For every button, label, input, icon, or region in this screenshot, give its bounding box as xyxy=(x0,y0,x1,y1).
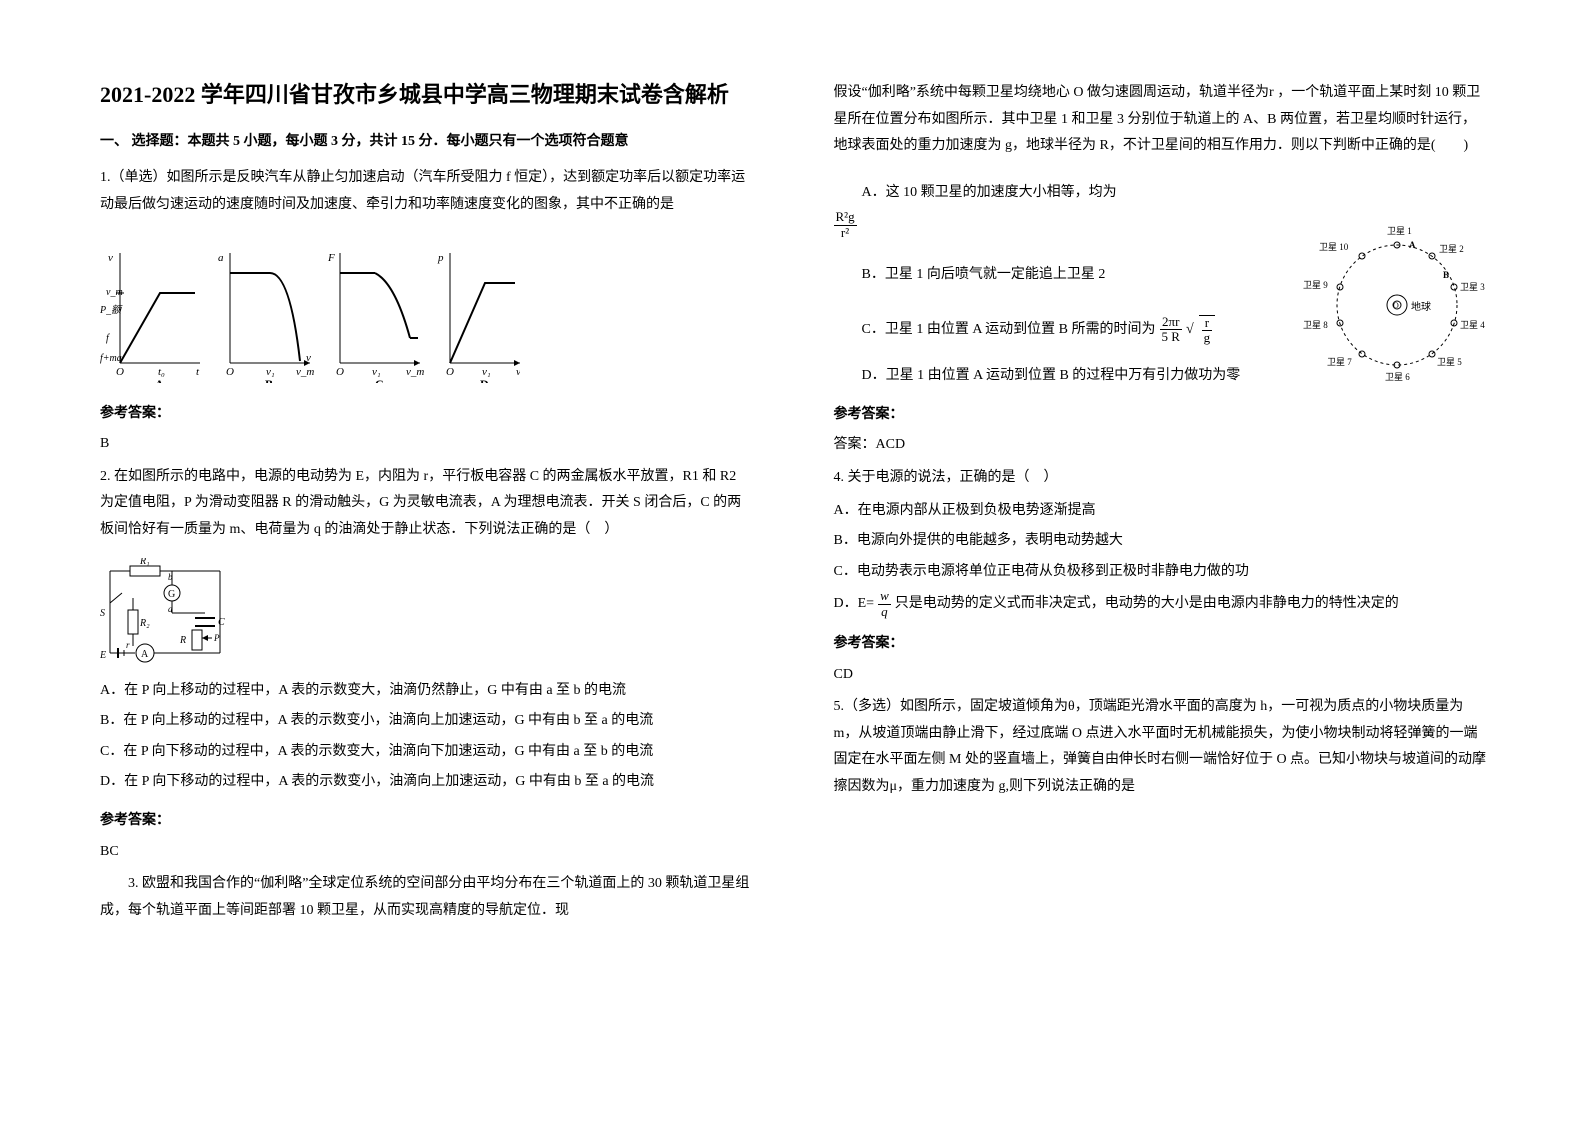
svg-text:p: p xyxy=(437,252,444,264)
q2-option-b: B．在 P 向上移动的过程中，A 表的示数变小，油滴向上加速运动，G 中有由 b… xyxy=(100,708,754,735)
section-1-header: 一、 选择题：本题共 5 小题，每小题 3 分，共计 15 分．每小题只有一个选… xyxy=(100,129,754,156)
svg-text:A: A xyxy=(141,649,149,660)
q2-answer-label: 参考答案： xyxy=(100,808,754,835)
q2-answer: BC xyxy=(100,839,754,866)
svg-text:卫星 3: 卫星 3 xyxy=(1460,282,1485,292)
q3-answer-line: 答案：ACD xyxy=(834,432,1488,459)
q4d-suffix: 只是电动势的定义式而非决定式，电动势的大小是由电源内非静电力的特性决定的 xyxy=(895,591,1399,618)
q3-option-a: A．这 10 颗卫星的加速度大小相等，均为 xyxy=(834,180,1194,207)
svg-text:A: A xyxy=(1409,240,1416,250)
q4-option-b: B．电源向外提供的电能越多，表明电动势越大 xyxy=(834,528,1488,555)
svg-text:卫星 9: 卫星 9 xyxy=(1303,280,1328,290)
svg-text:卫星 10: 卫星 10 xyxy=(1319,242,1349,252)
svg-text:O: O xyxy=(226,366,234,378)
right-column: 假设“伽利略”系统中每颗卫星均绕地心 O 做匀速圆周运动，轨道半径为r ，一个轨… xyxy=(834,80,1488,1082)
q3c-sqrt-num: r xyxy=(1202,316,1213,331)
q4-text: 4. 关于电源的说法，正确的是（ ） xyxy=(834,465,1488,492)
q3-option-a-text: A．这 10 颗卫星的加速度大小相等，均为 xyxy=(834,180,1117,207)
q1-text: 1.（单选）如图所示是反映汽车从静止匀加速启动（汽车所受阻力 f 恒定），达到额… xyxy=(100,165,754,218)
svg-text:P_额: P_额 xyxy=(100,304,123,316)
svg-text:a: a xyxy=(218,252,224,264)
svg-text:t: t xyxy=(196,366,200,378)
svg-text:卫星 8: 卫星 8 xyxy=(1303,320,1328,330)
q3-option-c-text: C．卫星 1 由位置 A 运动到位置 B 所需的时间为 xyxy=(862,317,1156,344)
q2-option-c: C．在 P 向下移动的过程中，A 表的示数变大，油滴向下加速运动，G 中有由 a… xyxy=(100,739,754,766)
svg-text:A: A xyxy=(155,377,164,383)
q3-satellite-figure: O 地球 卫星 1 卫星 2 卫星 3 卫星 4 卫星 5 卫星 6 卫星 7 … xyxy=(1297,210,1497,411)
svg-text:O: O xyxy=(1393,301,1399,310)
q2-option-d: D．在 P 向下移动的过程中，A 表的示数变小，油滴向上加速运动，G 中有由 b… xyxy=(100,769,754,796)
svg-text:r: r xyxy=(126,640,130,650)
q1-answer: B xyxy=(100,431,754,458)
q2-text: 2. 在如图所示的电路中，电源的电动势为 E，内阻为 r，平行板电容器 C 的两… xyxy=(100,464,754,544)
q3c-num: 2πr xyxy=(1160,315,1182,330)
q4-option-d: D．E= w q 只是电动势的定义式而非决定式，电动势的大小是由电源内非静电力的… xyxy=(834,589,1488,619)
svg-text:v: v xyxy=(108,252,113,264)
svg-text:v: v xyxy=(516,366,520,378)
q5-text: 5.（多选）如图所示，固定坡道倾角为θ，顶端距光滑水平面的高度为 h，一可视为质… xyxy=(834,694,1488,800)
q4-answer-label: 参考答案： xyxy=(834,631,1488,658)
q4-answer: CD xyxy=(834,662,1488,689)
svg-text:f: f xyxy=(106,333,110,344)
svg-text:R₂: R₂ xyxy=(139,618,150,629)
svg-text:R: R xyxy=(179,635,186,646)
q1-figure: v v_m f P_额 f+ma O t₀ t A a O v₁ v_m xyxy=(100,233,754,383)
q3a-num: R²g xyxy=(834,210,857,225)
svg-text:v: v xyxy=(306,352,311,364)
q3c-den: 5 R xyxy=(1160,330,1182,344)
q3a-den: r² xyxy=(834,226,857,240)
q4d-den: q xyxy=(878,605,891,619)
svg-text:O: O xyxy=(336,366,344,378)
svg-text:卫星 6: 卫星 6 xyxy=(1385,372,1410,382)
svg-text:F: F xyxy=(327,252,335,264)
q2-figure: R₁ A S R₂ G b a xyxy=(100,558,754,668)
svg-text:v_m: v_m xyxy=(406,366,424,378)
svg-text:C: C xyxy=(218,617,225,628)
svg-text:E: E xyxy=(100,650,106,661)
svg-text:卫星 1: 卫星 1 xyxy=(1387,226,1412,236)
svg-text:R₁: R₁ xyxy=(139,558,150,567)
exam-title: 2021-2022 学年四川省甘孜市乡城县中学高三物理期末试卷含解析 xyxy=(100,80,754,111)
q3-text-part2: 假设“伽利略”系统中每颗卫星均绕地心 O 做匀速圆周运动，轨道半径为r ，一个轨… xyxy=(834,80,1488,160)
q4d-num: w xyxy=(878,589,891,604)
q2-option-a: A．在 P 向上移动的过程中，A 表的示数变大，油滴仍然静止，G 中有由 a 至… xyxy=(100,678,754,705)
svg-text:C: C xyxy=(375,377,384,383)
q4-option-a: A．在电源内部从正极到负极电势逐渐提高 xyxy=(834,498,1488,525)
svg-text:B: B xyxy=(265,377,273,383)
q3c-sqrt-den: g xyxy=(1202,331,1213,345)
svg-text:卫星 5: 卫星 5 xyxy=(1437,357,1462,367)
left-column: 2021-2022 学年四川省甘孜市乡城县中学高三物理期末试卷含解析 一、 选择… xyxy=(100,80,754,1082)
svg-text:P: P xyxy=(213,633,220,643)
svg-text:O: O xyxy=(116,366,124,378)
svg-text:卫星 2: 卫星 2 xyxy=(1439,244,1464,254)
spacer xyxy=(834,166,1488,180)
svg-text:B: B xyxy=(1443,270,1449,280)
q3-answer-prefix: 答案： xyxy=(834,437,876,452)
svg-text:卫星 7: 卫星 7 xyxy=(1327,357,1352,367)
svg-text:v_m: v_m xyxy=(296,366,314,378)
q1-answer-label: 参考答案： xyxy=(100,401,754,428)
q4-option-c: C．电动势表示电源将单位正电荷从负极移到正极时非静电力做的功 xyxy=(834,559,1488,586)
svg-text:地球: 地球 xyxy=(1411,300,1431,313)
svg-text:S: S xyxy=(100,608,105,619)
sqrt-icon xyxy=(1186,317,1194,344)
svg-text:O: O xyxy=(446,366,454,378)
svg-text:f+ma: f+ma xyxy=(100,353,122,364)
svg-text:卫星 4: 卫星 4 xyxy=(1460,320,1485,330)
q4d-prefix: D．E= xyxy=(834,591,875,618)
q3-answer: ACD xyxy=(876,437,906,452)
svg-text:D: D xyxy=(480,377,489,383)
q3-text-part1: 3. 欧盟和我国合作的“伽利略”全球定位系统的空间部分由平均分布在三个轨道面上的… xyxy=(100,871,754,924)
svg-text:G: G xyxy=(168,589,175,600)
